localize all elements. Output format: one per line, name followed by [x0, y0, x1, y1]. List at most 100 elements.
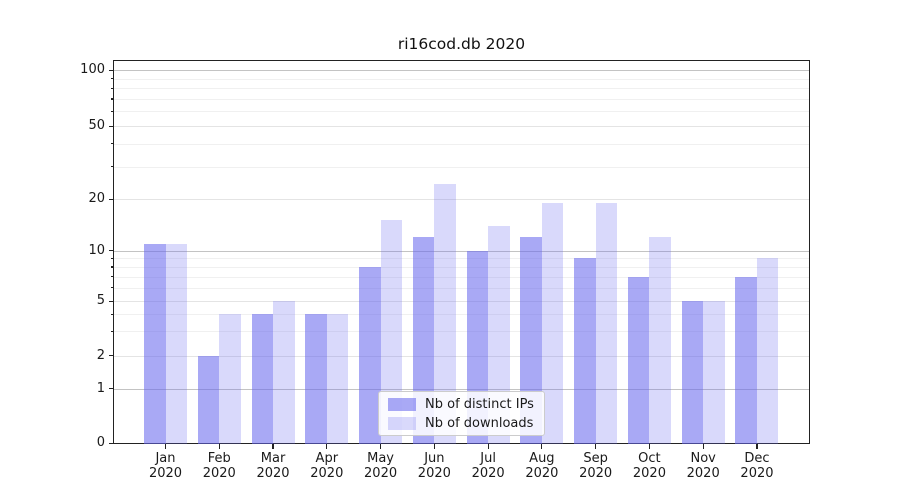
bar-distinct-ips-may: [359, 266, 381, 444]
legend-swatch-distinct-ips: [388, 397, 416, 411]
x-tick-label-jul: Jul 2020: [471, 451, 505, 481]
y-tick-mark-5: [108, 300, 113, 302]
y-tick-label-5: 5: [96, 293, 105, 308]
x-tick-label-apr: Apr 2020: [310, 451, 344, 481]
gridline-y-5: [114, 301, 809, 302]
bar-distinct-ips-mar: [251, 314, 274, 444]
x-tick-mark-sep: [595, 444, 597, 449]
chart-title: ri16cod.db 2020: [397, 35, 526, 53]
y-minor-tick-mark-9: [110, 257, 113, 260]
y-minor-tick-mark-90: [110, 78, 113, 80]
gridline-y-4: [114, 314, 809, 316]
x-tick-label-sep: Sep 2020: [579, 451, 613, 481]
x-tick-mark-apr: [326, 444, 328, 449]
x-tick-label-aug: Aug 2020: [525, 451, 559, 481]
bar-distinct-ips-dec: [735, 276, 757, 444]
y-minor-tick-mark-4: [110, 313, 113, 315]
gridline-y-7: [114, 276, 809, 278]
bar-distinct-ips-apr: [305, 314, 327, 444]
y-tick-mark-50: [108, 125, 113, 127]
x-tick-mark-jan: [164, 444, 167, 449]
bar-downloads-apr: [326, 314, 349, 444]
bar-distinct-ips-sep: [574, 258, 596, 444]
y-minor-tick-mark-40: [110, 143, 113, 145]
x-tick-mark-feb: [218, 444, 220, 449]
gridline-y-3: [114, 331, 809, 333]
bar-downloads-may: [380, 220, 403, 444]
y-minor-tick-mark-6: [110, 287, 113, 289]
gridline-y-8: [114, 266, 809, 268]
gridline-y-50: [114, 126, 809, 127]
gridline-y-6: [114, 287, 809, 289]
y-tick-label-0: 0: [96, 435, 105, 451]
y-minor-tick-mark-70: [110, 98, 113, 100]
bar-downloads-jan: [165, 243, 187, 444]
gridline-y-60: [114, 111, 809, 113]
y-tick-mark-10: [108, 250, 113, 252]
y-minor-tick-mark-8: [110, 266, 113, 268]
x-tick-label-dec: Dec 2020: [740, 451, 774, 481]
y-tick-mark-1: [108, 388, 113, 390]
bar-downloads-sep: [595, 202, 618, 444]
x-tick-label-jun: Jun 2020: [417, 451, 451, 481]
y-minor-tick-mark-30: [110, 166, 113, 168]
y-minor-tick-mark-3: [110, 330, 113, 333]
gridline-y-100: [114, 70, 809, 71]
bar-distinct-ips-oct: [627, 276, 650, 444]
y-tick-label-20: 20: [88, 191, 105, 206]
legend-label-downloads: Nb of downloads: [425, 415, 534, 431]
y-tick-mark-20: [108, 198, 113, 200]
bar-downloads-aug: [541, 202, 564, 444]
bar-distinct-ips-nov: [681, 301, 704, 444]
x-tick-mark-aug: [541, 444, 543, 449]
y-tick-label-50: 50: [88, 118, 105, 133]
bar-distinct-ips-jan: [144, 243, 166, 444]
x-tick-label-feb: Feb 2020: [202, 451, 236, 481]
gridline-y-10: [114, 250, 809, 252]
bar-downloads-dec: [756, 258, 779, 444]
gridline-y-9: [114, 258, 809, 260]
x-tick-mark-mar: [272, 444, 274, 449]
gridline-y-70: [114, 98, 809, 100]
x-tick-mark-dec: [756, 444, 758, 449]
y-minor-tick-mark-60: [110, 110, 113, 112]
y-tick-label-1: 1: [96, 380, 105, 396]
bar-distinct-ips-feb: [197, 355, 220, 444]
x-tick-mark-may: [379, 444, 382, 449]
gridline-y-80: [114, 88, 809, 90]
gridline-y-2: [114, 355, 809, 357]
x-tick-label-may: May 2020: [364, 451, 398, 481]
gridline-y-30: [114, 166, 809, 168]
legend-swatch-downloads: [388, 416, 416, 430]
x-tick-mark-oct: [648, 444, 651, 449]
y-tick-mark-0: [108, 442, 113, 444]
gridline-y-90: [114, 78, 809, 80]
bar-downloads-oct: [649, 237, 671, 444]
y-tick-label-2: 2: [96, 347, 105, 363]
bar-downloads-mar: [273, 301, 295, 444]
x-tick-label-mar: Mar 2020: [256, 451, 290, 481]
legend-label-distinct-ips: Nb of distinct IPs: [425, 396, 534, 412]
x-tick-mark-nov: [702, 444, 704, 449]
bar-downloads-feb: [219, 314, 241, 444]
bar-downloads-jul: [488, 225, 510, 444]
gridline-y-1: [114, 388, 809, 390]
x-tick-mark-jul: [487, 444, 489, 449]
gridline-y-40: [114, 143, 809, 145]
x-tick-label-nov: Nov 2020: [686, 451, 720, 481]
y-tick-mark-2: [108, 355, 113, 357]
x-tick-mark-jun: [433, 444, 435, 449]
legend-item-downloads: Nb of downloads: [388, 416, 535, 431]
bar-downloads-nov: [703, 301, 725, 444]
legend: Nb of distinct IPs Nb of downloads: [378, 391, 545, 436]
legend-item-distinct-ips: Nb of distinct IPs: [388, 397, 535, 412]
bar-downloads-jun: [434, 184, 456, 444]
y-tick-label-100: 100: [80, 62, 105, 77]
y-tick-label-10: 10: [88, 242, 105, 258]
x-tick-label-jan: Jan 2020: [148, 451, 183, 481]
y-tick-mark-100: [108, 69, 113, 71]
x-tick-label-oct: Oct 2020: [632, 451, 666, 481]
y-minor-tick-mark-80: [110, 87, 113, 89]
chart-plot-area: [113, 60, 810, 444]
